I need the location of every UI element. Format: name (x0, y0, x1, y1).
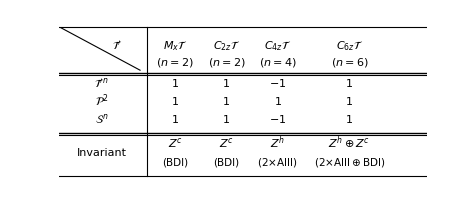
Text: $1$: $1$ (346, 77, 354, 89)
Text: $1$: $1$ (171, 95, 179, 107)
Text: $1$: $1$ (346, 113, 354, 125)
Text: $\mathcal{T}'$: $\mathcal{T}'$ (111, 39, 122, 52)
Text: $1$: $1$ (222, 77, 230, 89)
Text: $1$: $1$ (346, 95, 354, 107)
Text: $\mathcal{T}'^n$: $\mathcal{T}'^n$ (94, 76, 109, 90)
Text: $Z^h\oplus Z^c$: $Z^h\oplus Z^c$ (328, 134, 371, 151)
Text: $\mathcal{P}^2$: $\mathcal{P}^2$ (95, 93, 109, 109)
Text: $1$: $1$ (222, 113, 230, 125)
Text: $(n=6)$: $(n=6)$ (331, 56, 368, 69)
Text: $Z^c$: $Z^c$ (219, 136, 234, 150)
Text: $(2{\times}\mathrm{AIII}\oplus \mathrm{BDI})$: $(2{\times}\mathrm{AIII}\oplus \mathrm{B… (314, 156, 385, 169)
Text: (BDI): (BDI) (213, 158, 239, 168)
Text: $C_{2z}\mathcal{T}$: $C_{2z}\mathcal{T}$ (213, 39, 240, 53)
Text: $1$: $1$ (274, 95, 282, 107)
Text: $M_x\mathcal{T}$: $M_x\mathcal{T}$ (163, 39, 187, 53)
Text: $-1$: $-1$ (269, 77, 286, 89)
Text: $1$: $1$ (171, 113, 179, 125)
Text: $C_{6z}\mathcal{T}$: $C_{6z}\mathcal{T}$ (336, 39, 363, 53)
Text: $\mathcal{S}^n$: $\mathcal{S}^n$ (95, 112, 108, 126)
Text: $(2{\times}\mathrm{AIII})$: $(2{\times}\mathrm{AIII})$ (257, 156, 298, 169)
Text: (BDI): (BDI) (162, 158, 188, 168)
Text: $Z^c$: $Z^c$ (168, 136, 182, 150)
Text: $(n=2)$: $(n=2)$ (208, 56, 245, 69)
Text: $(n=2)$: $(n=2)$ (156, 56, 194, 69)
Text: Invariant: Invariant (76, 148, 127, 158)
Text: $1$: $1$ (222, 95, 230, 107)
Text: $1$: $1$ (171, 77, 179, 89)
Text: $(n=4)$: $(n=4)$ (259, 56, 297, 69)
Text: $-1$: $-1$ (269, 113, 286, 125)
Text: $Z^h$: $Z^h$ (270, 134, 285, 151)
Text: $C_{4z}\mathcal{T}$: $C_{4z}\mathcal{T}$ (264, 39, 292, 53)
